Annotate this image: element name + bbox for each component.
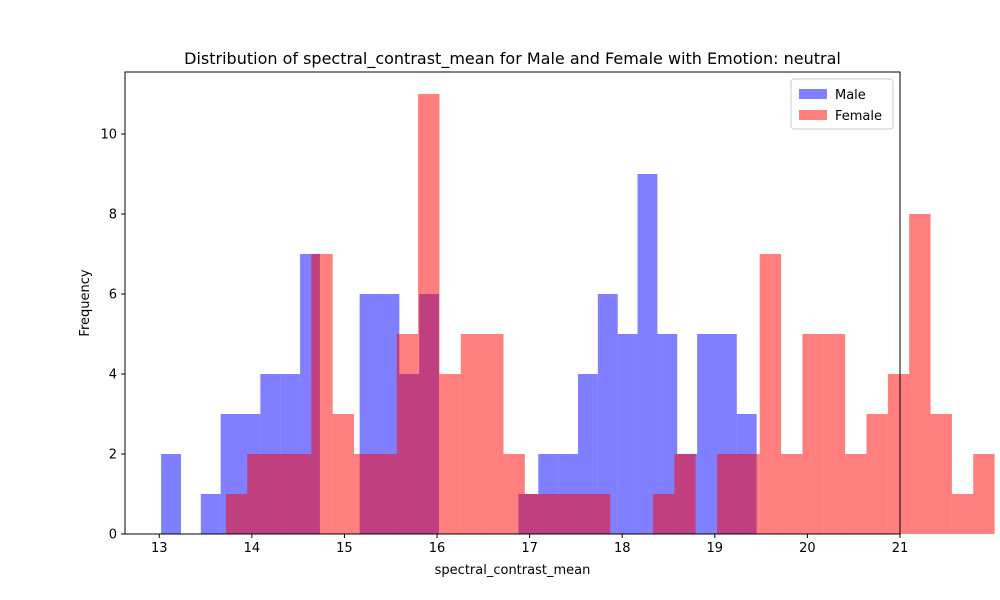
- male-bar: [200, 494, 221, 534]
- x-tick-label: 20: [799, 541, 816, 556]
- y-axis: 0 2 4 6 8 10: [100, 128, 125, 543]
- female-legend-swatch: [799, 110, 827, 120]
- female-bar: [909, 214, 931, 534]
- female-bar: [866, 414, 888, 534]
- female-bar: [802, 334, 824, 534]
- x-axis: 13 14 15 16 17 18 19 20 21: [151, 534, 908, 556]
- female-bar: [845, 454, 867, 534]
- x-tick-label: 18: [614, 541, 631, 556]
- y-tick-label: 6: [109, 288, 117, 303]
- female-bar: [375, 454, 397, 534]
- x-tick-label: 19: [707, 541, 724, 556]
- female-bar: [354, 454, 376, 534]
- female-bar: [418, 94, 440, 534]
- x-tick-label: 17: [521, 541, 538, 556]
- female-bar: [482, 334, 504, 534]
- female-legend-label: Female: [835, 109, 882, 124]
- female-bar: [546, 494, 568, 534]
- female-bar: [247, 454, 269, 534]
- x-tick-label: 21: [892, 541, 909, 556]
- female-bar: [951, 494, 974, 534]
- y-tick-label: 0: [109, 528, 117, 543]
- female-bar: [311, 254, 333, 534]
- x-tick-label: 15: [336, 541, 353, 556]
- female-bar: [524, 494, 547, 534]
- female-bar: [759, 254, 782, 534]
- y-tick-label: 4: [109, 368, 117, 383]
- female-bar: [225, 494, 248, 534]
- male-bar: [657, 334, 678, 534]
- male-bar: [637, 174, 658, 534]
- female-bar: [930, 414, 952, 534]
- y-axis-label: Frequency: [78, 269, 93, 336]
- female-bar: [738, 454, 760, 534]
- y-tick-label: 2: [109, 448, 117, 463]
- female-bar: [396, 334, 419, 534]
- female-bar: [567, 494, 589, 534]
- male-bar: [597, 294, 618, 534]
- female-bar: [332, 414, 355, 534]
- bars-layer: [161, 94, 995, 534]
- legend: Male Female: [790, 78, 894, 130]
- female-bar: [781, 454, 803, 534]
- male-legend-swatch: [799, 89, 827, 99]
- female-bar: [588, 494, 611, 534]
- y-tick-label: 8: [109, 208, 117, 223]
- female-bar: [887, 374, 910, 534]
- male-legend-label: Male: [835, 88, 866, 103]
- female-bar: [460, 334, 483, 534]
- female-bar: [652, 494, 675, 534]
- male-bar: [697, 334, 717, 534]
- y-tick-label: 10: [100, 128, 117, 143]
- plot-frame: [124, 71, 901, 535]
- female-bar: [503, 454, 525, 534]
- female-bar: [289, 454, 312, 534]
- x-tick-label: 14: [244, 541, 261, 556]
- female-bar: [823, 334, 846, 534]
- x-tick-label: 13: [151, 541, 168, 556]
- female-bar: [717, 454, 739, 534]
- chart-title: Distribution of spectral_contrast_mean f…: [184, 49, 841, 69]
- female-bar: [973, 454, 995, 534]
- male-bar: [161, 454, 181, 534]
- male-bar: [617, 334, 638, 534]
- female-bar: [268, 454, 290, 534]
- x-axis-label: spectral_contrast_mean: [435, 563, 591, 578]
- x-tick-label: 16: [429, 541, 446, 556]
- female-bar: [674, 454, 696, 534]
- female-bar: [439, 374, 461, 534]
